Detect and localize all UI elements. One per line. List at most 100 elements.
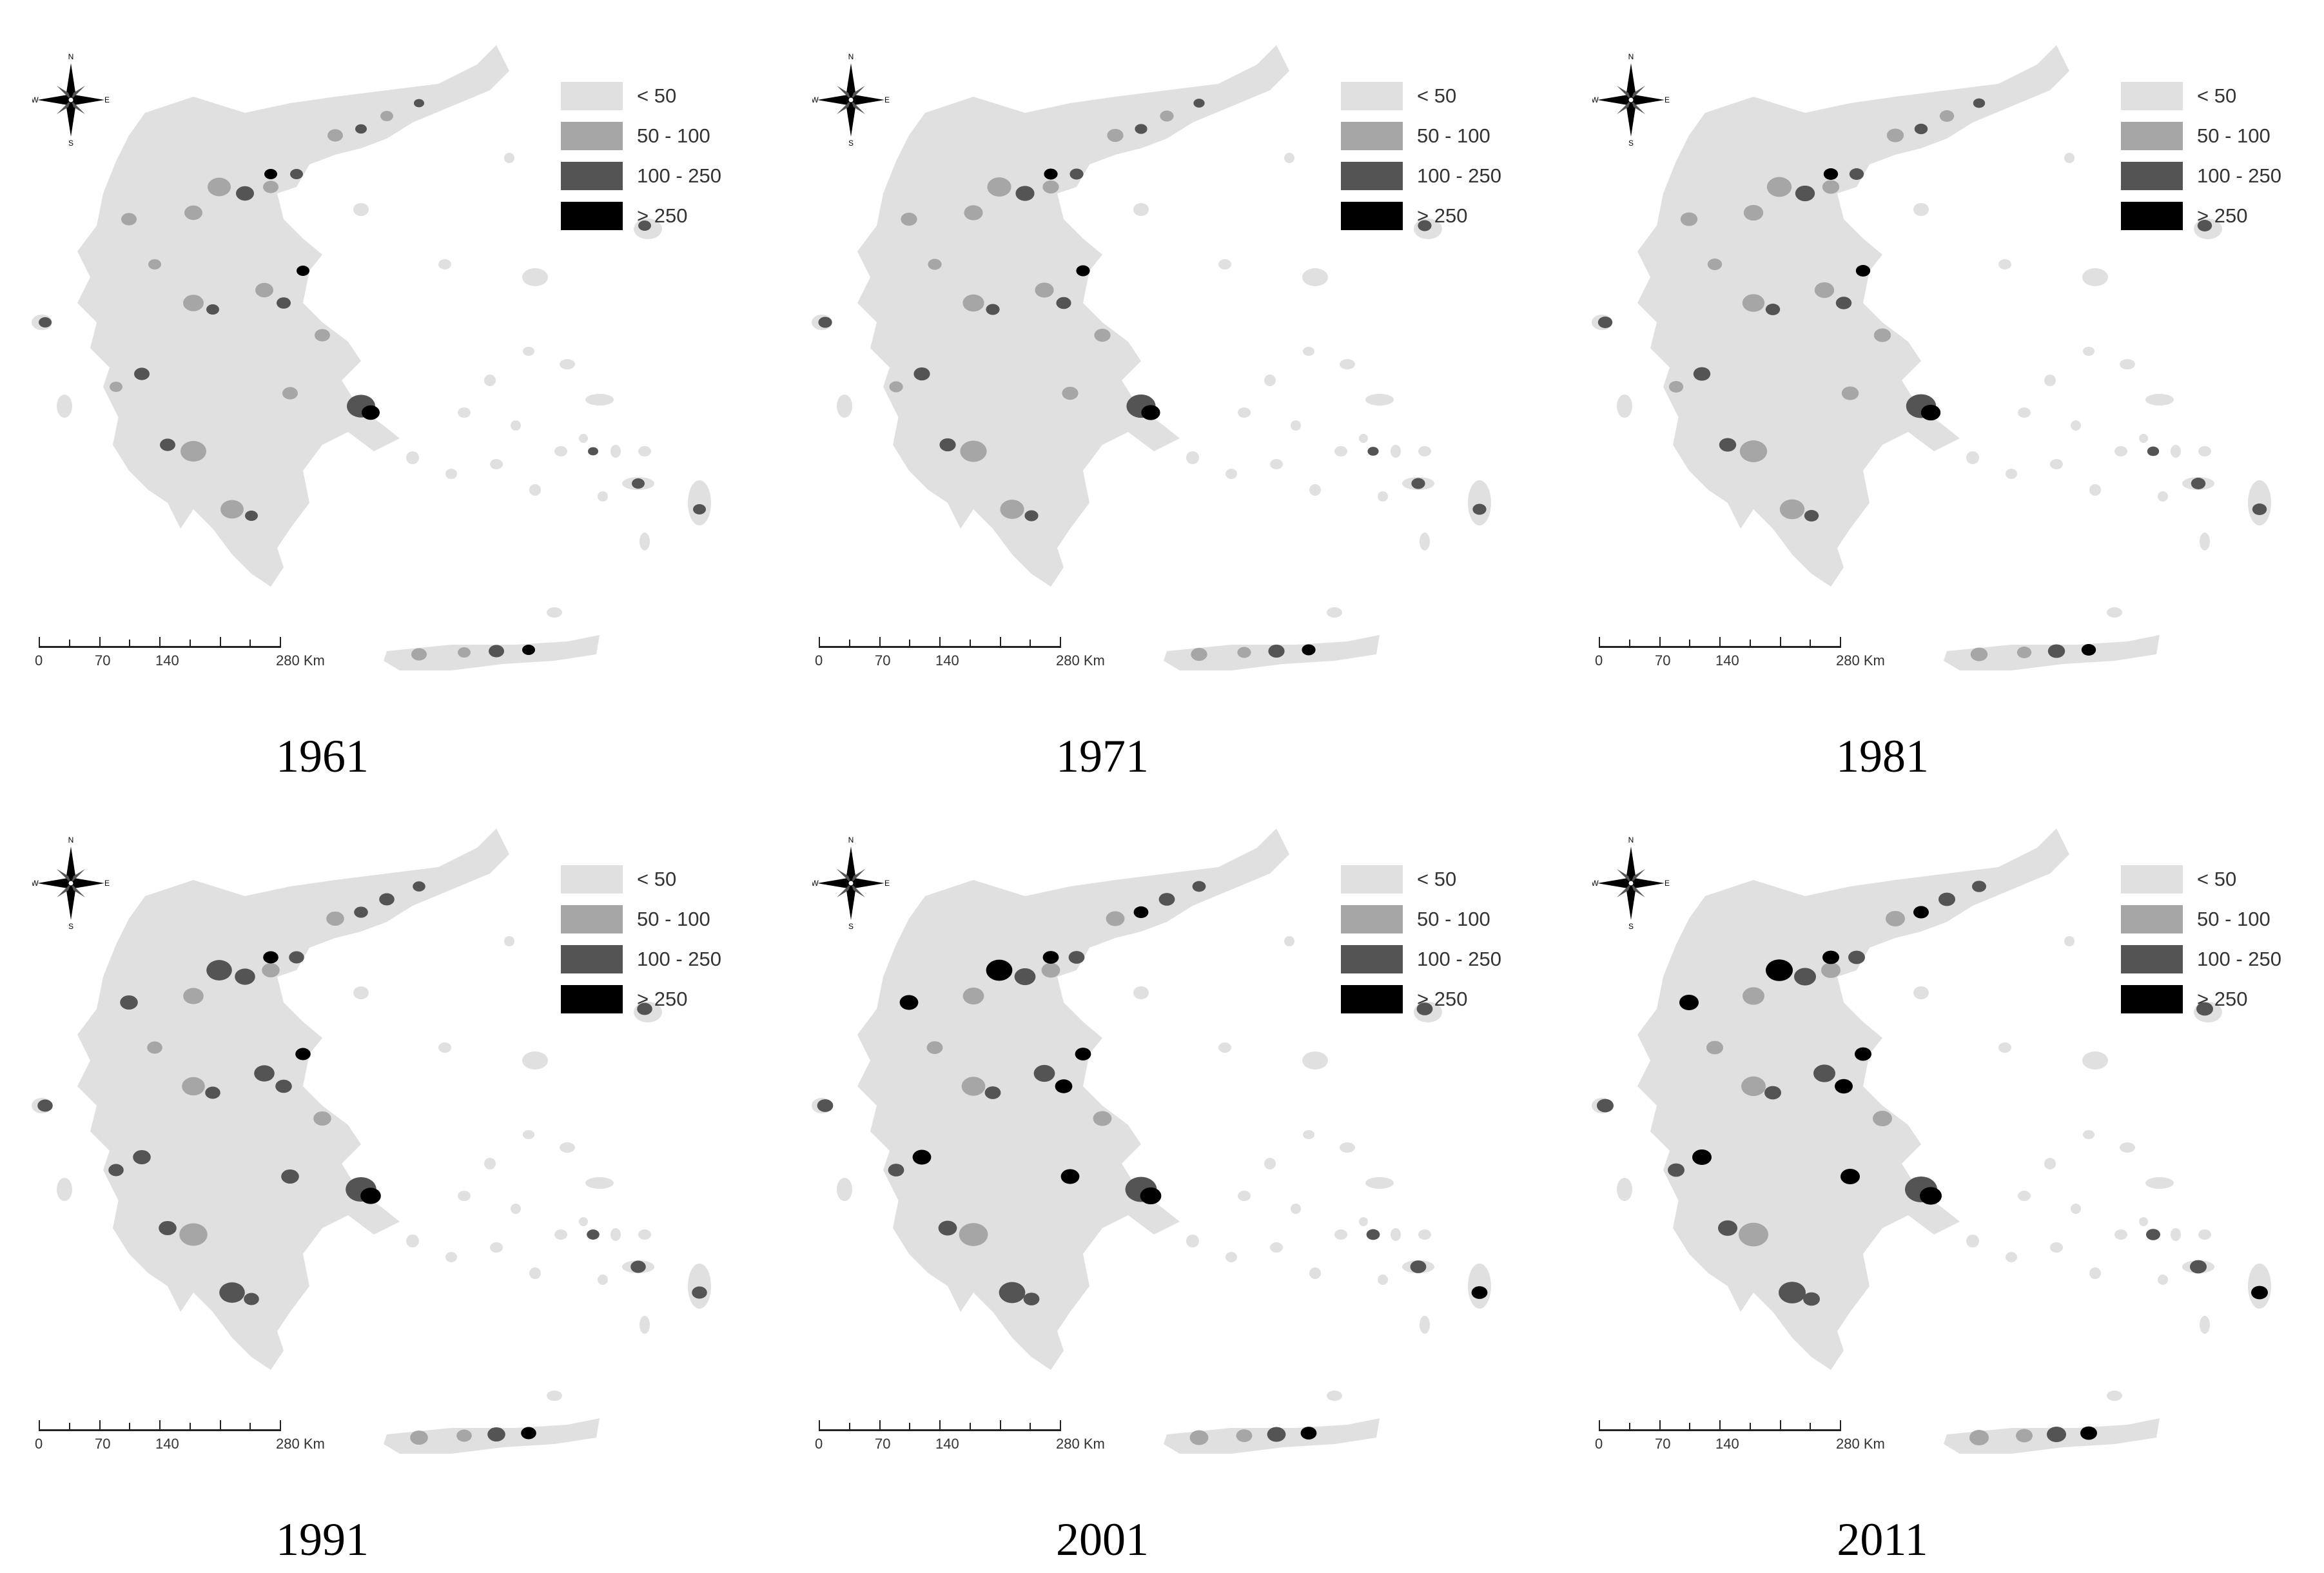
density-spot-7 [1973,98,1986,108]
island-19 [2198,1229,2211,1240]
density-spot-14 [1140,1187,1162,1205]
island-9 [1334,1229,1347,1240]
density-spot-2 [1041,962,1060,978]
legend: < 50 50 - 100 100 - 250 > 250 [561,76,721,236]
legend-item-3: > 250 [1341,196,1501,236]
density-spots [37,881,707,1445]
density-spot-25 [2016,647,2032,658]
density-spots [817,881,1488,1445]
density-spot-35 [1471,1286,1488,1299]
density-spot-21 [1668,381,1684,393]
density-spot-21 [110,382,122,392]
scale-bar: 0 70 140 280 Km [1595,637,1885,677]
density-spot-20 [133,1149,151,1165]
peloponnese [893,387,1057,574]
scale-tick [1749,1423,1751,1431]
density-spot-12 [1764,1086,1781,1100]
density-spot-16 [179,1223,208,1246]
legend-swatch [561,162,623,190]
compass-e-label: E [884,95,890,104]
legend-label: > 250 [1417,204,1468,227]
density-spot-24 [1268,644,1285,658]
compass-s-label: S [1628,139,1634,148]
density-spot-19 [1024,510,1039,522]
density-spot-27 [1302,644,1316,656]
density-spot-35 [1472,503,1487,515]
island-17 [1225,1252,1237,1262]
legend: < 50 50 - 100 100 - 250 > 250 [561,859,721,1019]
density-spot-29 [297,266,309,276]
legend-swatch [561,905,623,933]
scale-label: 140 [155,652,179,669]
legend-swatch [1341,82,1403,110]
island-18 [406,451,419,464]
island-15 [1617,395,1632,418]
density-spot-16 [1739,1222,1768,1247]
density-spot-6 [1939,110,1955,122]
island-2 [2083,1130,2095,1139]
scale-label: 0 [1595,1436,1603,1452]
legend-label: > 250 [637,204,688,227]
legend-label: 100 - 250 [637,164,721,187]
density-spot-1 [1794,968,1816,986]
scale-tick [909,1423,911,1431]
density-spot-24 [2047,1427,2066,1442]
density-spot-15 [282,387,298,400]
legend-item-2: 100 - 250 [561,939,721,979]
scale-tick [129,640,131,647]
island-19 [638,1229,651,1240]
compass-rose-icon: N S W E [1592,835,1670,931]
legend-swatch [2121,985,2183,1013]
legend-label: 100 - 250 [637,948,721,970]
mainland [857,828,1289,1370]
island-14 [2018,407,2031,418]
legend-label: > 250 [2197,988,2248,1010]
legend-label: < 50 [637,868,677,890]
density-spot-5 [1133,906,1149,919]
island-19 [2198,446,2211,456]
legend-swatch [2121,82,2183,110]
density-spot-20 [1692,1149,1712,1165]
density-spot-17 [938,1220,957,1236]
island-12 [490,459,503,469]
peloponnese [113,387,277,574]
scale-tick [1810,1423,1811,1431]
legend-item-1: 50 - 100 [1341,116,1501,156]
scale-tick [1719,1420,1721,1431]
compass-n-label: N [68,52,74,61]
compass-rose-icon: N S W E [1592,52,1670,148]
island-15 [837,395,852,418]
legend-label: > 250 [1417,988,1468,1010]
density-spot-22 [818,317,832,328]
density-spot-8 [1743,204,1764,221]
density-spot-20 [913,367,930,381]
density-spot-23 [1418,220,1432,231]
legend: < 50 50 - 100 100 - 250 > 250 [2121,859,2281,1019]
density-spot-16 [960,440,987,462]
compass-s-label: S [68,922,73,931]
density-spot-22 [39,317,52,327]
legend-item-2: 100 - 250 [561,156,721,196]
density-spot-25 [458,647,471,658]
density-spot-26 [411,648,427,661]
island-6 [1468,480,1491,525]
density-spot-27 [521,1427,536,1440]
island-4 [585,1177,614,1189]
scale-label: 70 [95,1436,111,1452]
scale-tick [1840,1420,1841,1431]
island-10 [2139,1217,2148,1226]
island-2 [523,347,534,356]
legend-label: 50 - 100 [1417,908,1490,930]
scale-label: 280 Km [1056,1436,1105,1452]
density-spot-29 [1855,1047,1871,1061]
island-2 [2083,347,2095,356]
compass-w-label: W [812,879,819,888]
density-spot-18 [219,1282,245,1303]
density-spot-31 [1044,168,1058,180]
island-23 [504,153,514,163]
scale-tick [999,637,1001,648]
mainland [77,828,509,1370]
greece-density-map [812,828,1491,1454]
island-19 [1418,1229,1431,1240]
density-spot-0 [1766,177,1792,197]
